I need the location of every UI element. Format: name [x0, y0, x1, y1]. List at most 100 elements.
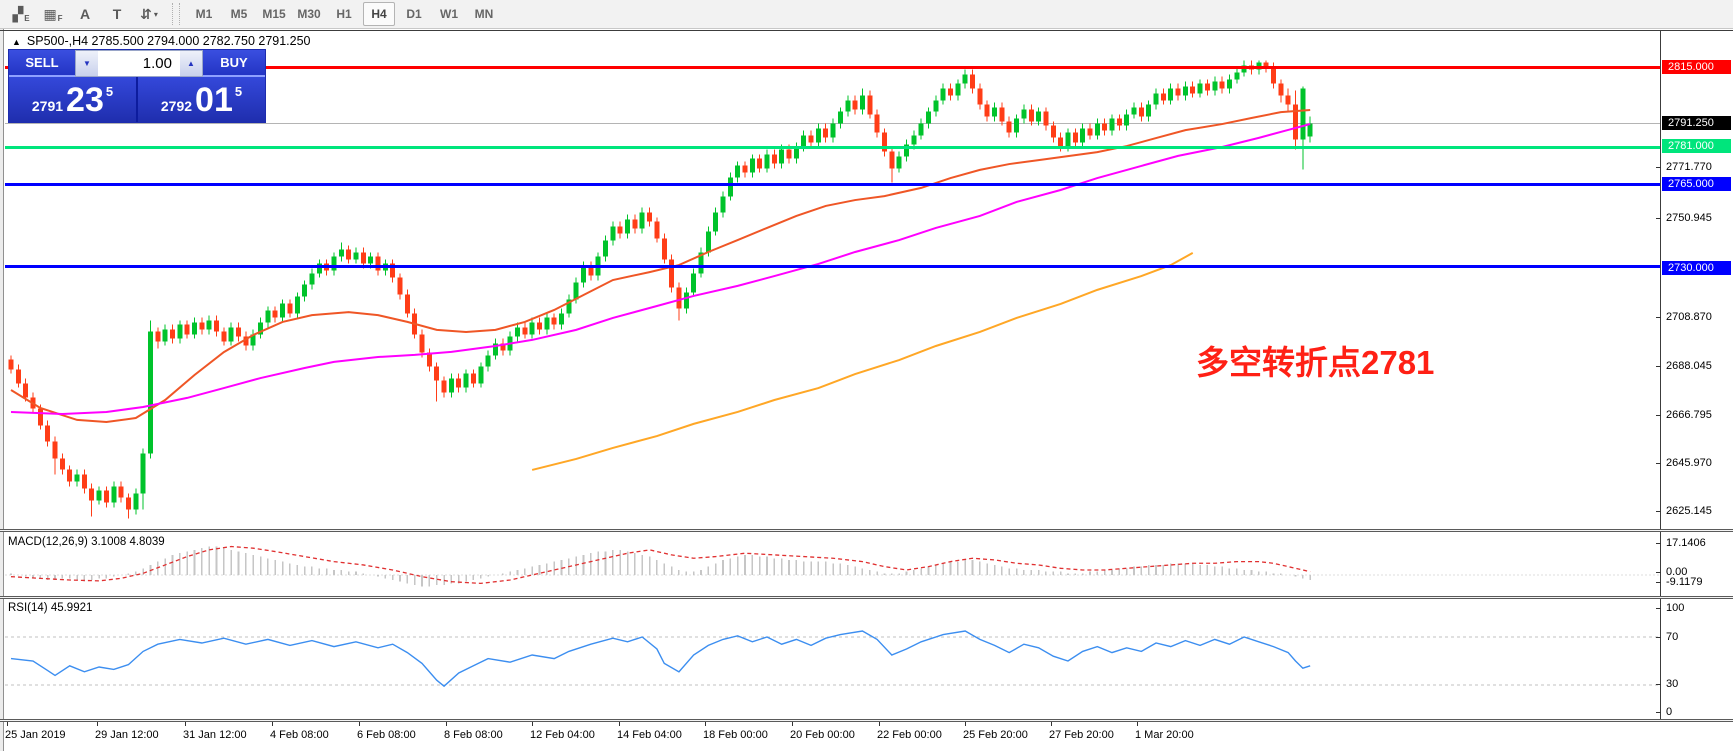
text-label-tool-icon: A [79, 6, 91, 22]
price-axis-tick [1656, 463, 1661, 464]
buy-price-quote[interactable]: 2792 01 5 [138, 77, 265, 122]
fibonacci-grid-tool-icon: ▦ [43, 5, 57, 22]
time-label: 1 Mar 20:00 [1135, 729, 1194, 741]
macd-axis-label-0.00: 0.00 [1666, 566, 1688, 578]
price-axis-tick [1656, 167, 1661, 168]
timeframe-button-M30[interactable]: M30 [297, 7, 321, 21]
rsi-indicator-label: RSI(14) 45.9921 [8, 602, 93, 614]
rsi-axis-label-70: 70 [1666, 631, 1679, 643]
time-axis-tick [185, 722, 186, 726]
toolbar-tool-elliott-wave-tool[interactable]: ▞ E [8, 3, 34, 25]
text-box-tool-icon: T [112, 6, 122, 22]
price-label-2771.770: 2771.770 [1666, 161, 1712, 173]
time-axis-tick [446, 722, 447, 726]
price-label-2765.000: 2765.000 [1662, 177, 1731, 191]
elliott-wave-tool-icon: ▞ [12, 5, 24, 22]
rsi-axis-tick [1656, 684, 1661, 685]
timeframe-button-M5[interactable]: M5 [230, 7, 248, 21]
time-label: 4 Feb 08:00 [270, 729, 329, 741]
main-chart-canvas[interactable] [5, 31, 1660, 529]
toolbar-tool-text-box-tool[interactable]: T [104, 3, 130, 25]
toolbar-tool-fibonacci-grid-tool[interactable]: ▦ F [40, 3, 66, 25]
panel-splitter-2[interactable] [0, 596, 1733, 599]
volume-increase-button[interactable]: ▲ [180, 51, 202, 76]
macd-axis-label-17.1406: 17.1406 [1666, 537, 1706, 549]
panel-splitter-3[interactable] [0, 719, 1733, 722]
elliott-wave-tool-sub-label: E [24, 13, 30, 23]
buy-price-main: 01 [195, 80, 233, 119]
time-axis-tick [1137, 722, 1138, 726]
macd-panel-canvas[interactable] [5, 532, 1660, 596]
time-axis-tick [7, 722, 8, 726]
price-axis[interactable] [1661, 31, 1733, 722]
one-click-trading-panel: SELL ▼ ▲ BUY 2791 23 5 2792 01 5 [8, 49, 266, 123]
rsi-axis-label-100: 100 [1666, 602, 1685, 614]
price-axis-tick [1656, 511, 1661, 512]
panel-splitter-1[interactable] [0, 529, 1733, 532]
timeframe-button-MN[interactable]: MN [474, 7, 494, 21]
chart-right-border [1660, 30, 1661, 722]
price-label-2791.250: 2791.250 [1662, 116, 1731, 130]
sell-price-pip: 5 [105, 84, 114, 99]
volume-stepper: ▼ ▲ [75, 50, 203, 77]
dropdown-caret-icon[interactable]: ▾ [153, 9, 158, 19]
window-left-border [0, 29, 4, 751]
volume-decrease-button[interactable]: ▼ [76, 51, 98, 76]
time-axis-tick [879, 722, 880, 726]
time-axis-tick [97, 722, 98, 726]
toolbar-tool-chart-style-tool[interactable]: ⇵ ▾ [136, 3, 162, 25]
time-axis-tick [619, 722, 620, 726]
time-label: 6 Feb 08:00 [357, 729, 416, 741]
sell-price-prefix: 2791 [31, 97, 64, 114]
timeframe-button-D1[interactable]: D1 [406, 7, 422, 21]
chart-top-border [0, 30, 1733, 31]
time-label: 8 Feb 08:00 [444, 729, 503, 741]
timeframe-button-M15[interactable]: M15 [262, 7, 286, 21]
price-label-2666.795: 2666.795 [1666, 409, 1712, 421]
price-label-2750.945: 2750.945 [1666, 212, 1712, 224]
collapse-arrow-icon[interactable]: ▲ [12, 37, 21, 47]
time-axis-tick [965, 722, 966, 726]
main-toolbar: ▞ E ▦ F A T ⇵ ▾ M1 M5 M15 M30 H1 H4 D1 W1 MN [0, 0, 1733, 29]
time-label: 25 Feb 20:00 [963, 729, 1028, 741]
time-label: 18 Feb 00:00 [703, 729, 768, 741]
time-axis-tick [1051, 722, 1052, 726]
toolbar-tool-text-label-tool[interactable]: A [72, 3, 98, 25]
price-label-2730.000: 2730.000 [1662, 261, 1731, 275]
volume-input[interactable] [98, 51, 180, 76]
chart-title-text: SP500-,H4 2785.500 2794.000 2782.750 279… [26, 34, 311, 48]
price-axis-tick [1656, 415, 1661, 416]
price-label-2645.970: 2645.970 [1666, 457, 1712, 469]
toolbar-separator [172, 3, 180, 25]
time-label: 14 Feb 04:00 [617, 729, 682, 741]
price-axis-tick [1656, 218, 1661, 219]
rsi-axis-label-0: 0 [1666, 706, 1673, 718]
rsi-axis-label-30: 30 [1666, 678, 1679, 690]
time-axis-tick [272, 722, 273, 726]
timeframe-button-W1[interactable]: W1 [440, 7, 458, 21]
macd-axis-tick [1656, 582, 1661, 583]
sell-button[interactable]: SELL [9, 50, 75, 77]
rsi-panel-canvas[interactable] [5, 599, 1660, 719]
buy-button[interactable]: BUY [203, 50, 265, 77]
time-label: 31 Jan 12:00 [183, 729, 247, 741]
rsi-axis-tick [1656, 712, 1661, 713]
timeframe-button-H1[interactable]: H1 [336, 7, 352, 21]
price-label-2781.000: 2781.000 [1662, 139, 1731, 153]
time-axis-tick [359, 722, 360, 726]
time-label: 22 Feb 00:00 [877, 729, 942, 741]
timeframe-button-H4[interactable]: H4 [363, 2, 395, 26]
macd-indicator-label: MACD(12,26,9) 3.1008 4.8039 [8, 536, 165, 548]
time-label: 27 Feb 20:00 [1049, 729, 1114, 741]
time-axis-tick [792, 722, 793, 726]
time-label: 25 Jan 2019 [5, 729, 66, 741]
sell-price-quote[interactable]: 2791 23 5 [9, 77, 136, 122]
time-axis-tick [705, 722, 706, 726]
timeframe-button-M1[interactable]: M1 [195, 7, 213, 21]
macd-axis-label--9.1179: -9.1179 [1666, 576, 1703, 588]
chart-text-annotation: 多空转折点2781 [1196, 344, 1435, 381]
time-label: 29 Jan 12:00 [95, 729, 159, 741]
sell-price-main: 23 [66, 80, 104, 119]
time-label: 12 Feb 04:00 [530, 729, 595, 741]
